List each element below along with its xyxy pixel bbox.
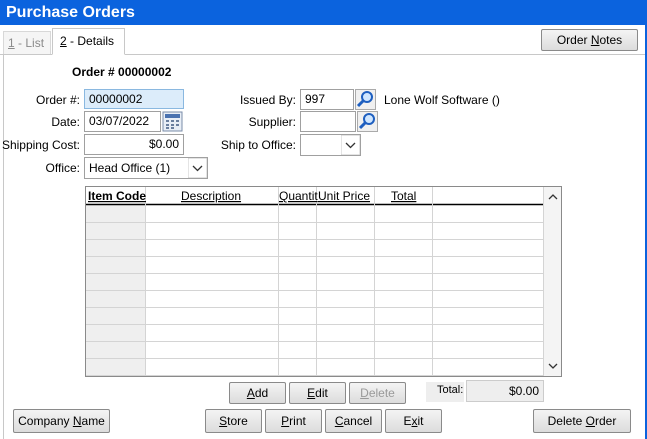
tab-key: 2 [60, 34, 67, 48]
t: dit [315, 386, 328, 400]
exit-button[interactable]: Exit [385, 409, 442, 433]
t: Company [18, 414, 73, 428]
shipping-cost-input[interactable]: $0.00 [84, 134, 184, 155]
t: elete [368, 386, 395, 400]
tab-label: - Details [66, 34, 115, 48]
t: C [334, 414, 344, 428]
delete-button[interactable]: Delete [349, 382, 406, 404]
label: Order #: [35, 93, 80, 107]
t: P [281, 414, 290, 428]
search-button[interactable] [355, 89, 376, 110]
t: D [360, 386, 369, 400]
label: Issued By: [239, 93, 296, 107]
t: rder [595, 414, 617, 428]
add-button[interactable]: Add [229, 382, 286, 404]
tab-label: - List [14, 36, 45, 50]
ship-to-office-select[interactable] [300, 134, 361, 156]
window-edge [645, 0, 647, 439]
supplier-input[interactable] [300, 111, 356, 132]
tab-key: 1 [8, 36, 15, 50]
dropdown-arrow [188, 158, 207, 178]
t: dd [254, 386, 269, 400]
t: ame [81, 414, 105, 428]
label: Date: [51, 115, 80, 129]
store-button[interactable]: Store [205, 409, 262, 433]
tab-active[interactable]: 2 - Details [52, 28, 125, 55]
column-header[interactable]: Unit Price [318, 189, 370, 203]
label: Shipping Cost: [1, 138, 80, 152]
tab[interactable]: 1 - List [3, 31, 51, 54]
t: N [590, 33, 600, 47]
t: ancel [343, 414, 373, 428]
order-number-input[interactable]: 00000002 [84, 89, 184, 109]
search-button[interactable] [357, 111, 378, 132]
label: Office: [45, 161, 80, 175]
t: x [411, 414, 418, 428]
issued-by-name: Lone Wolf Software () [384, 93, 500, 107]
t: rint [289, 414, 306, 428]
t: S [219, 414, 228, 428]
t: it [417, 414, 424, 428]
issued-by-input[interactable]: 997 [300, 89, 354, 110]
cancel-button[interactable]: Cancel [325, 409, 382, 433]
delete-order-button[interactable]: Delete Order [533, 409, 631, 433]
t: Order [556, 33, 591, 47]
window-title: Purchase Orders [6, 4, 135, 21]
label: Ship to Office: [220, 138, 296, 152]
office-value: Head Office (1) [89, 161, 171, 175]
items-grid: Item Code Description Quantit Unit Price… [85, 186, 562, 377]
date-input[interactable]: 03/07/2022 [84, 111, 161, 132]
edit-button[interactable]: Edit [289, 382, 346, 404]
total-value: $0.00 [466, 380, 544, 402]
office-select[interactable]: Head Office (1) [84, 157, 208, 179]
order-heading: Order # 00000002 [72, 65, 172, 79]
title-bar: Purchase Orders [0, 0, 645, 25]
t: E [307, 386, 316, 400]
total-label: Total: [426, 382, 464, 402]
t: N [72, 414, 82, 428]
panel-edge [3, 55, 4, 439]
t: E [403, 414, 412, 428]
company-name-button[interactable]: Company Name [13, 409, 110, 433]
label: Supplier: [248, 115, 296, 129]
t: otes [599, 33, 623, 47]
print-button[interactable]: Print [265, 409, 322, 433]
t: A [246, 386, 255, 400]
t: O [585, 414, 596, 428]
tab-line [0, 54, 645, 55]
dropdown-arrow [341, 135, 360, 155]
calendar-button[interactable] [162, 111, 183, 132]
column-header[interactable]: Item Code [88, 189, 146, 203]
column-header[interactable]: Total [391, 189, 416, 203]
t: tore [227, 414, 248, 428]
column-header[interactable]: Quantit [279, 189, 318, 203]
t: Delete [547, 414, 586, 428]
column-header[interactable]: Description [181, 189, 241, 203]
order-notes-button[interactable]: Order Notes [541, 29, 638, 51]
